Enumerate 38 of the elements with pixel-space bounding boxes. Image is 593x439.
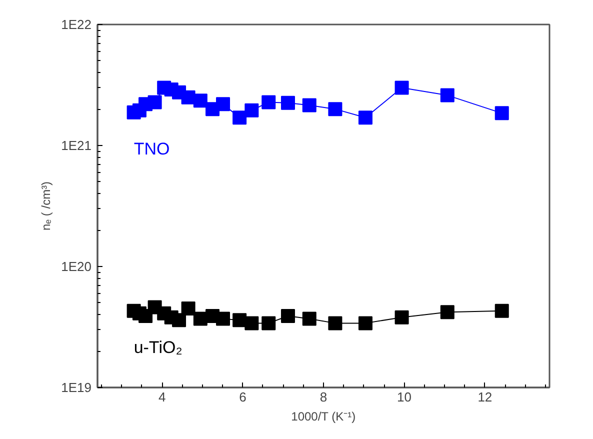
point: [216, 97, 230, 112]
point: [244, 103, 259, 118]
point: [280, 96, 295, 110]
x-tick-label: 12: [478, 390, 492, 404]
y-tick-label: 1E20: [61, 259, 92, 274]
x-tick-label: 4: [158, 390, 166, 404]
point: [181, 301, 196, 316]
point: [148, 95, 162, 110]
point: [193, 94, 208, 108]
series-label: TNO: [134, 139, 170, 158]
point: [302, 312, 316, 326]
point: [262, 316, 276, 330]
series-label: u-TiO₂: [134, 338, 182, 357]
y-axis-title: nₑ ( /cm³): [39, 181, 54, 231]
point: [172, 313, 186, 328]
point: [440, 88, 454, 102]
point: [328, 102, 342, 116]
point: [494, 304, 509, 318]
point: [494, 106, 509, 120]
point: [280, 308, 295, 323]
x-tick-label: 10: [396, 390, 412, 404]
point: [216, 312, 230, 326]
point: [394, 80, 409, 95]
point: [262, 95, 276, 110]
point: [440, 305, 454, 320]
point: [358, 110, 372, 125]
point: [302, 98, 316, 112]
point: [394, 310, 409, 324]
y-tick-label: 1E21: [61, 138, 92, 153]
point: [244, 316, 259, 330]
x-axis-title: 1000/T (K⁻¹): [291, 410, 356, 424]
y-tick-label: 1E22: [61, 17, 92, 32]
point: [358, 316, 372, 330]
point: [328, 316, 342, 330]
x-tick-label: 6: [239, 390, 246, 404]
y-tick-label: 1E19: [61, 380, 92, 395]
point: [232, 110, 247, 125]
x-tick-label: 8: [320, 390, 328, 404]
